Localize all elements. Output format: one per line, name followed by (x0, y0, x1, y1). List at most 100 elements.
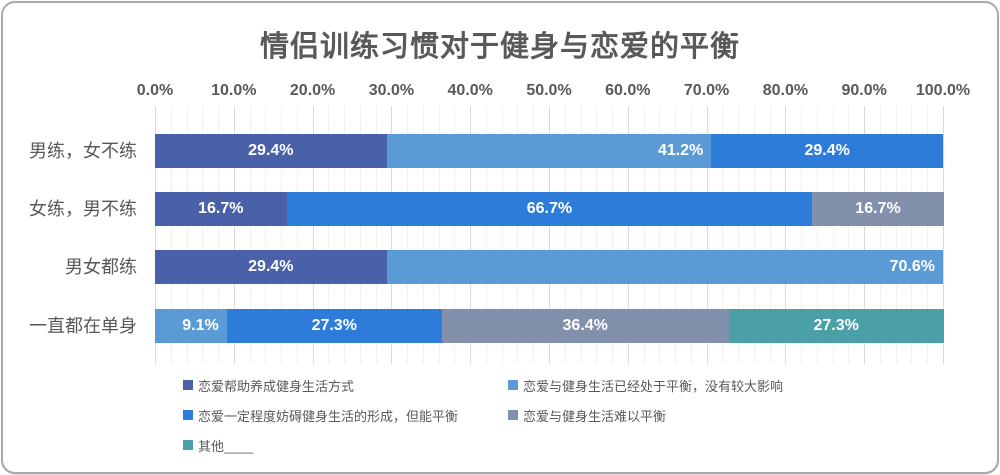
minor-gridline (738, 106, 740, 364)
minor-gridline (675, 106, 677, 364)
minor-gridline (407, 106, 409, 364)
x-tick-label: 70.0% (683, 82, 730, 99)
major-gridline (391, 106, 393, 364)
legend-label: 恋爱与健身生活已经处于平衡，没有较大影响 (523, 378, 784, 394)
minor-gridline (722, 106, 724, 364)
bar-segment: 66.7% (286, 192, 813, 227)
data-label: 27.3% (813, 316, 859, 334)
minor-gridline (596, 106, 598, 364)
bar-segment: 29.4% (155, 250, 387, 285)
bar-row: 29.4% 70.6% (155, 250, 943, 285)
minor-gridline (328, 106, 330, 364)
x-tick-label: 0.0% (136, 82, 174, 99)
bar-segment: 29.4% (155, 134, 387, 168)
bar-segment: 16.7% (155, 192, 287, 227)
legend-swatch (508, 380, 518, 390)
bar-row: 9.1% 27.3% 36.4% 27.3% (155, 308, 944, 343)
legend-swatch (183, 380, 193, 390)
minor-gridline (296, 106, 298, 364)
major-gridline (627, 106, 629, 364)
data-label: 70.6% (889, 258, 935, 276)
x-tick-label: 10.0% (211, 82, 257, 99)
minor-gridline (218, 106, 220, 364)
minor-gridline (281, 106, 283, 364)
x-tick-label: 40.0% (447, 82, 493, 99)
minor-gridline (202, 106, 204, 364)
data-label: 9.1% (182, 316, 219, 334)
bar-segment: 9.1% (155, 308, 227, 343)
major-gridline (155, 106, 156, 364)
minor-gridline (438, 106, 440, 364)
minor-gridline (265, 106, 267, 364)
major-gridline (549, 106, 550, 364)
minor-gridline (517, 106, 519, 364)
legend: 恋爱帮助养成健身生活方式 恋爱与健身生活已经处于平衡，没有较大影响 恋爱一定程度妨碍… (183, 374, 783, 456)
legend-item: 恋爱帮助养成健身生活方式 (183, 374, 508, 396)
bar-segment: 70.6% (386, 250, 943, 285)
minor-gridline (170, 106, 172, 364)
bar-segment: 29.4% (711, 134, 943, 168)
minor-gridline (580, 106, 582, 364)
x-tick-label: 60.0% (605, 82, 651, 99)
legend-item: 恋爱与健身生活已经处于平衡，没有较大影响 (508, 374, 783, 396)
legend-swatch (183, 410, 193, 420)
bar-segment: 36.4% (441, 308, 729, 343)
major-gridline (470, 106, 472, 364)
minor-gridline (879, 106, 881, 364)
major-gridline (943, 106, 944, 364)
major-gridline (864, 106, 866, 364)
legend-label: 恋爱帮助养成健身生活方式 (198, 378, 355, 394)
legend-item: 其他____ (183, 434, 508, 456)
minor-gridline (485, 106, 487, 364)
minor-gridline (612, 106, 614, 364)
minor-gridline (564, 106, 566, 364)
minor-gridline (249, 106, 251, 364)
legend-swatch (508, 410, 518, 420)
minor-gridline (659, 106, 661, 364)
minor-gridline (801, 106, 803, 364)
minor-gridline (753, 106, 755, 364)
legend-item: 恋爱一定程度妨碍健身生活的形成，但能平衡 (183, 404, 508, 426)
bar-segment: 27.3% (226, 308, 442, 343)
minor-gridline (454, 106, 456, 364)
minor-gridline (832, 106, 834, 364)
minor-gridline (422, 106, 424, 364)
minor-gridline (927, 106, 929, 364)
bar-segment: 27.3% (728, 308, 944, 343)
data-label: 29.4% (248, 258, 294, 276)
minor-gridline (816, 106, 818, 364)
minor-gridline (186, 106, 188, 364)
major-gridline (706, 106, 708, 364)
x-tick-label: 30.0% (368, 82, 415, 99)
minor-gridline (533, 106, 535, 364)
data-label: 29.4% (804, 142, 850, 159)
data-label: 16.7% (198, 200, 244, 218)
category-label: 男女都练 (65, 257, 137, 278)
data-label: 29.4% (248, 142, 294, 159)
minor-gridline (643, 106, 645, 364)
data-label: 41.2% (657, 142, 704, 159)
legend-label: 其他____ (198, 438, 253, 454)
chart-title: 情侣训练习惯对于健身与恋爱的平衡 (259, 31, 740, 63)
data-label: 36.4% (562, 316, 608, 334)
plot-area: 29.4% 41.2% 29.4% 16.7% 66.7% 16.7% 29.4% 70.6%… (155, 106, 944, 364)
minor-gridline (375, 106, 377, 364)
legend-item: 恋爱与健身生活难以平衡 (508, 404, 783, 426)
minor-gridline (690, 106, 692, 364)
x-tick-label: 50.0% (526, 82, 572, 99)
minor-gridline (769, 106, 771, 364)
data-label: 27.3% (311, 316, 357, 334)
minor-gridline (848, 106, 850, 364)
minor-gridline (344, 106, 346, 364)
x-axis: 0.0% 10.0% 20.0% 30.0% 40.0% 50.0% 60.0% 70.0% 8… (137, 82, 970, 102)
y-axis-category-labels: 男练，女不练 女练，男不练 男女都练 一直都在单身 (3, 3, 143, 472)
category-label: 男练，女不练 (29, 141, 137, 161)
category-label: 一直都在单身 (29, 315, 137, 336)
bar-segment: 41.2% (386, 134, 712, 168)
x-tick-label: 20.0% (289, 82, 336, 99)
x-tick-label: 100.0% (915, 82, 971, 99)
legend-label: 恋爱与健身生活难以平衡 (523, 408, 667, 424)
major-gridline (233, 106, 235, 364)
minor-gridline (359, 106, 361, 364)
